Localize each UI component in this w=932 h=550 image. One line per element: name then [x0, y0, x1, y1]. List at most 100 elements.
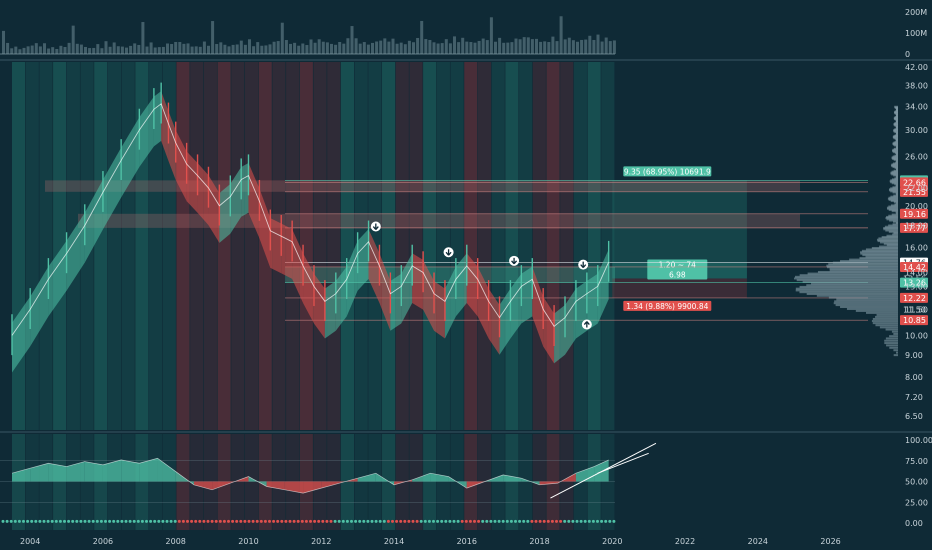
- profile-bar: [893, 354, 898, 357]
- profile-bar: [886, 215, 898, 218]
- oscillator-dot: [329, 519, 333, 523]
- volume-bar: [26, 46, 30, 54]
- zone-stripe: [587, 62, 601, 430]
- profile-bar: [885, 328, 898, 331]
- oscillator-dot: [1, 519, 5, 523]
- volume-bar: [481, 38, 485, 54]
- profile-bar: [888, 230, 898, 233]
- oscillator-dot: [403, 519, 407, 523]
- volume-bar: [276, 41, 280, 54]
- oscillator-dot: [296, 519, 300, 523]
- volume-bar: [248, 39, 251, 54]
- oscillator-dot: [38, 519, 42, 523]
- oscillator-dot: [181, 519, 185, 523]
- volume-bar: [137, 44, 141, 54]
- oscillator-dot: [5, 519, 9, 523]
- volume-bar: [580, 39, 584, 54]
- oscillator-dot: [386, 519, 390, 523]
- oscillator-dot: [583, 519, 587, 523]
- oscillator-dot: [83, 519, 87, 523]
- oscillator-area-segment: [539, 481, 558, 485]
- price-axis-label: 42.00: [905, 63, 928, 72]
- profile-bar: [878, 237, 898, 240]
- oscillator-area-segment: [503, 474, 522, 482]
- profile-bar: [884, 225, 898, 228]
- volume-bar: [174, 41, 178, 54]
- volume-bar: [239, 40, 243, 54]
- volume-bar: [588, 35, 592, 54]
- volume-bar: [494, 41, 497, 54]
- price-axis-label: 10.00: [905, 331, 928, 340]
- range-label: 1.34 (9.88%) 9900.84: [626, 302, 708, 311]
- volume-bar: [592, 39, 596, 54]
- oscillator-dot: [423, 519, 427, 523]
- volume-bar: [231, 44, 235, 54]
- oscillator-dot: [563, 519, 567, 523]
- oscillator-area-segment: [12, 468, 31, 482]
- zone-stripe: [39, 62, 53, 430]
- oscillator-dot: [612, 519, 616, 523]
- volume-bar: [219, 42, 223, 54]
- oscillator-dot: [534, 519, 538, 523]
- volume-bar: [112, 42, 116, 54]
- oscillator-dot: [132, 519, 136, 523]
- profile-bar: [793, 277, 898, 280]
- oscillator-dot: [567, 519, 571, 523]
- volume-bar: [186, 43, 190, 54]
- oscillator-dot: [518, 519, 522, 523]
- profile-bar: [883, 226, 898, 229]
- oscillator-dot: [42, 519, 46, 523]
- volume-bar: [465, 41, 469, 54]
- volume-bar: [432, 42, 436, 54]
- volume-bar: [424, 39, 428, 54]
- x-axis-label: 2004: [20, 537, 40, 546]
- volume-bar: [543, 41, 547, 54]
- price-tag-label: 12.22: [903, 294, 926, 303]
- volume-bar: [34, 43, 38, 54]
- price-axis-label: 22.00: [905, 184, 928, 193]
- volume-bar: [63, 46, 67, 54]
- oscillator-dot: [366, 519, 370, 523]
- profile-bar: [816, 294, 898, 297]
- volume-bar: [104, 41, 108, 54]
- volume-bar: [330, 43, 333, 54]
- profile-bar: [889, 346, 898, 349]
- profile-bar: [889, 219, 898, 222]
- zone-stripe: [450, 62, 464, 430]
- zone-stripe: [176, 62, 190, 430]
- volume-bar: [2, 30, 5, 54]
- profile-bar: [872, 317, 898, 320]
- oscillator-dot: [227, 519, 230, 523]
- oscillator-axis-label: 25.00: [905, 498, 928, 507]
- volume-bar: [289, 43, 292, 54]
- volume-bar: [211, 21, 215, 55]
- volume-bar: [469, 42, 473, 54]
- profile-bar: [877, 240, 898, 243]
- volume-axis-label: 200M: [905, 8, 927, 17]
- range-label-bg: [623, 300, 712, 311]
- profile-bar: [896, 351, 898, 354]
- profile-bar: [890, 195, 898, 198]
- oscillator-dot: [284, 519, 288, 523]
- volume-bar: [407, 40, 411, 54]
- zone-stripe: [176, 434, 190, 530]
- oscillator-dot: [456, 519, 460, 523]
- profile-bar: [876, 238, 898, 241]
- oscillator-dot: [473, 519, 476, 523]
- profile-bar: [891, 213, 898, 216]
- oscillator-dot: [251, 519, 255, 523]
- volume-bar: [55, 48, 59, 54]
- zone-stripe: [299, 62, 313, 430]
- price-series-line: [11, 103, 610, 336]
- volume-bar: [535, 38, 538, 54]
- oscillator-dot: [95, 519, 99, 523]
- oscillator-dot: [54, 519, 58, 523]
- oscillator-axis-label: 75.00: [905, 457, 928, 466]
- oscillator-dot: [79, 519, 83, 523]
- volume-bar: [391, 38, 395, 54]
- x-axis-label: 2012: [311, 537, 331, 546]
- oscillator-dot: [395, 519, 399, 523]
- volume-bar: [477, 40, 481, 54]
- oscillator-dot: [370, 519, 374, 523]
